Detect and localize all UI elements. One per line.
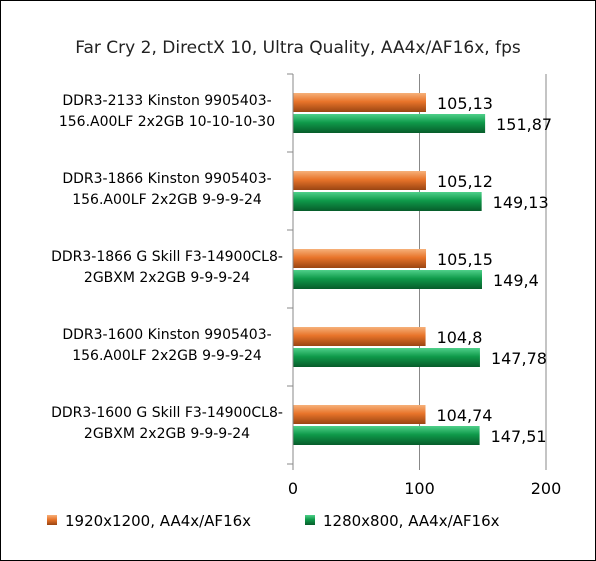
legend-entry: 1920x1200, AA4x/AF16x	[65, 512, 251, 530]
bar-green	[293, 348, 480, 367]
category-label: DDR3-1600 G Skill F3-14900CL8-2GBXM 2x2G…	[51, 405, 283, 442]
data-label: 151,87	[496, 115, 552, 134]
data-label: 105,15	[437, 250, 493, 269]
category-label: DDR3-1866 Kinston 9905403-156.A00LF 2x2G…	[62, 171, 271, 208]
data-label: 147,51	[491, 427, 547, 446]
x-tick-label: 0	[288, 479, 298, 498]
data-label: 149,4	[493, 271, 539, 290]
data-label: 149,13	[493, 193, 549, 212]
bar-green	[293, 270, 482, 289]
legend-entry: 1280x800, AA4x/AF16x	[323, 512, 500, 530]
chart-title: Far Cry 2, DirectX 10, Ultra Quality, AA…	[75, 38, 521, 58]
data-label: 147,78	[491, 349, 547, 368]
category-label: DDR3-1866 G Skill F3-14900CL8-2GBXM 2x2G…	[51, 249, 283, 286]
legend-swatch	[305, 515, 315, 525]
bar-orange	[293, 405, 426, 424]
legend-swatch	[47, 515, 57, 525]
data-label: 104,74	[436, 406, 492, 425]
data-label: 104,8	[437, 328, 483, 347]
bar-orange	[293, 327, 426, 346]
bar-green	[293, 426, 480, 445]
data-label: 105,12	[437, 172, 493, 191]
x-tick-label: 100	[404, 479, 435, 498]
bar-orange	[293, 93, 426, 112]
category-label: DDR3-2133 Kinston 9905403-156.A00LF 2x2G…	[59, 93, 275, 130]
data-label: 105,13	[437, 94, 493, 113]
x-tick-label: 200	[531, 479, 562, 498]
bar-orange	[293, 249, 427, 268]
category-label: DDR3-1600 Kinston 9905403-156.A00LF 2x2G…	[62, 327, 271, 364]
bar-orange	[293, 171, 426, 190]
bar-green	[293, 114, 486, 133]
bar-green	[293, 192, 482, 211]
